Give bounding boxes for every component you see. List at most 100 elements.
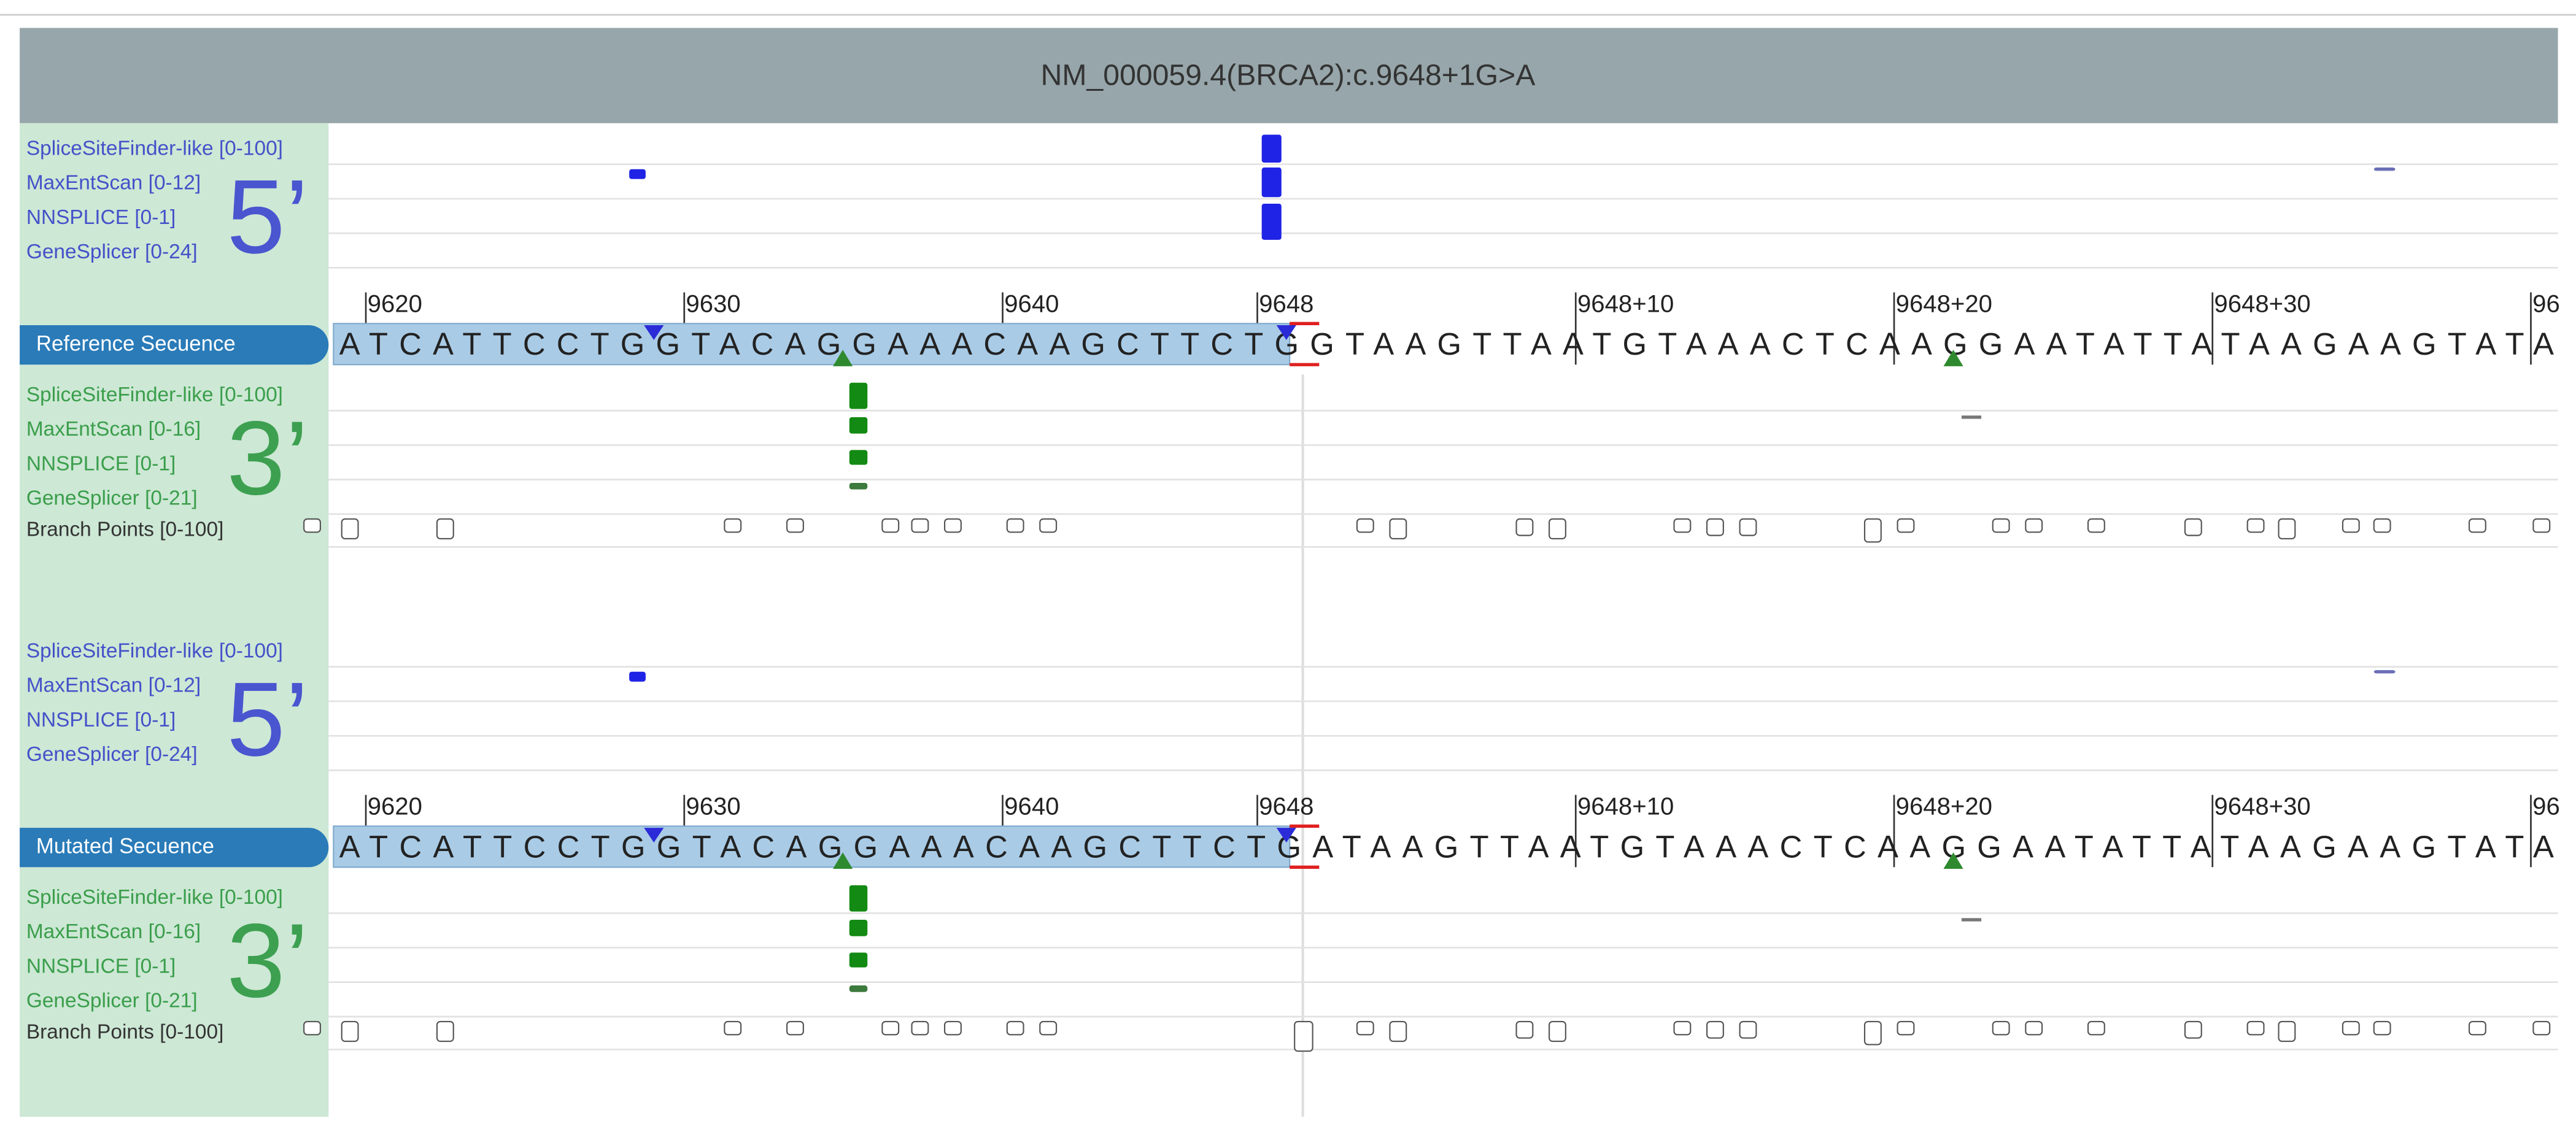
track-label-3: GeneSplicer [0-21] [26, 990, 198, 1012]
score-bar-3 [849, 417, 868, 434]
branch-point-box [1673, 518, 1692, 533]
position-label: 9620 [368, 290, 422, 318]
position-label: 9630 [686, 793, 740, 820]
branch-point-box [944, 1020, 962, 1036]
branch-point-box [436, 1020, 454, 1042]
score-bar-3 [849, 919, 868, 936]
branch-point-box [1897, 1020, 1915, 1036]
branch-point-box [1673, 1020, 1692, 1036]
position-label: 9640 [1004, 793, 1059, 820]
score-bar-5 [1261, 168, 1282, 198]
header-title: NM_000059.4(BRCA2):c.9648+1G>A [1041, 59, 1536, 92]
exon-highlight [333, 825, 1291, 868]
branch-point-box [786, 1020, 804, 1036]
score-bar-3 [849, 450, 868, 465]
donor-site-marker [1276, 828, 1296, 843]
score-bar-3 [849, 985, 868, 992]
position-label: 9630 [686, 290, 740, 318]
branch-point-box [2278, 1020, 2296, 1042]
score-bar-3 [1961, 415, 1982, 419]
branch-point-box [2246, 518, 2265, 533]
score-bar-3 [849, 482, 868, 490]
position-label: 9640 [1004, 290, 1059, 318]
branch-point-box [436, 518, 454, 540]
branch-point-box [2246, 1020, 2265, 1036]
branch-point-box [881, 1020, 900, 1036]
branch-point-box [1739, 1020, 1757, 1039]
track-label-5: MaxEntScan [0-12] [26, 172, 201, 195]
score-bar-5 [629, 169, 646, 179]
branch-point-box [2373, 518, 2391, 533]
branch-point-box [1356, 1020, 1374, 1036]
track-label-3: NNSPLICE [0-1] [26, 955, 176, 977]
donor-site-marker [644, 325, 664, 341]
branch-point-box [1294, 1020, 1313, 1052]
branch-point-box [911, 518, 929, 533]
branch-point-box [1549, 518, 1566, 540]
position-label: 9648+10 [1577, 793, 1674, 820]
position-label: 9648+30 [2214, 793, 2310, 820]
acceptor-site-marker [833, 350, 853, 366]
score-bar-5 [1261, 134, 1282, 163]
branch-point-box [1515, 518, 1534, 536]
track-label-5: MaxEntScan [0-12] [26, 674, 201, 697]
score-bar-5 [2373, 168, 2396, 171]
branch-point-box [1992, 518, 2010, 533]
acceptor-site-marker [833, 852, 853, 869]
position-label: 9620 [368, 793, 422, 820]
label-column [20, 123, 329, 1117]
exon-highlight [333, 323, 1291, 366]
branch-point-box [1863, 1020, 1882, 1046]
branch-point-box [1897, 518, 1915, 533]
branch-point-box [303, 1020, 322, 1036]
track-label-5: NNSPLICE [0-1] [26, 709, 176, 731]
score-bar-5 [629, 671, 646, 682]
track-label-3: SpliceSiteFinder-like [0-100] [26, 383, 283, 406]
branch-point-box [1863, 518, 1882, 543]
branch-point-box [724, 1020, 742, 1036]
track-label-3: MaxEntScan [0-16] [26, 418, 201, 441]
branch-point-box [1356, 518, 1374, 533]
position-label: 9648+30 [2214, 290, 2310, 318]
branch-point-box [303, 518, 322, 533]
branch-point-box [2468, 1020, 2486, 1036]
sequence-pill [20, 325, 329, 365]
track-label-5: SpliceSiteFinder-like [0-100] [26, 137, 283, 160]
branch-point-box [1039, 1020, 1058, 1036]
branch-point-box [2342, 1020, 2360, 1036]
track-label-5: GeneSplicer [0-24] [26, 743, 198, 766]
branch-point-box [1992, 1020, 2010, 1036]
five-prime-label: 5’ [226, 661, 308, 778]
track-label-3: GeneSplicer [0-21] [26, 487, 198, 510]
branch-point-box [1006, 1020, 1024, 1036]
score-bar-5 [1261, 203, 1282, 240]
sequence-name: Mutated Secuence [36, 834, 214, 858]
donor-site-marker [644, 828, 664, 843]
branch-point-box [2532, 1020, 2551, 1036]
score-bar-3 [849, 382, 868, 409]
track-label-3: NNSPLICE [0-1] [26, 452, 176, 475]
five-prime-label: 5’ [226, 158, 308, 276]
branch-point-box [341, 1020, 359, 1042]
position-label: 9648+20 [1896, 290, 1992, 318]
branch-point-box [1039, 518, 1058, 533]
branch-point-box [2087, 518, 2105, 533]
branch-point-box [2532, 518, 2551, 533]
branch-point-box [1389, 1020, 1407, 1042]
position-label: 96 [2532, 793, 2560, 820]
branch-point-box [944, 518, 962, 533]
branch-point-box [2468, 518, 2486, 533]
branch-point-box [1389, 518, 1407, 540]
branch-point-box [911, 1020, 929, 1036]
branch-point-box [2184, 518, 2202, 536]
branch-point-box [1515, 1020, 1534, 1039]
branch-point-box [2025, 518, 2043, 533]
donor-site-marker [1276, 325, 1296, 341]
branch-point-box [1549, 1020, 1566, 1042]
branch-points-label: Branch Points [0-100] [26, 1020, 224, 1043]
position-label: 9648 [1259, 290, 1313, 318]
score-bar-5 [2373, 670, 2396, 674]
track-label-3: MaxEntScan [0-16] [26, 920, 201, 943]
sequence-pill [20, 828, 329, 868]
